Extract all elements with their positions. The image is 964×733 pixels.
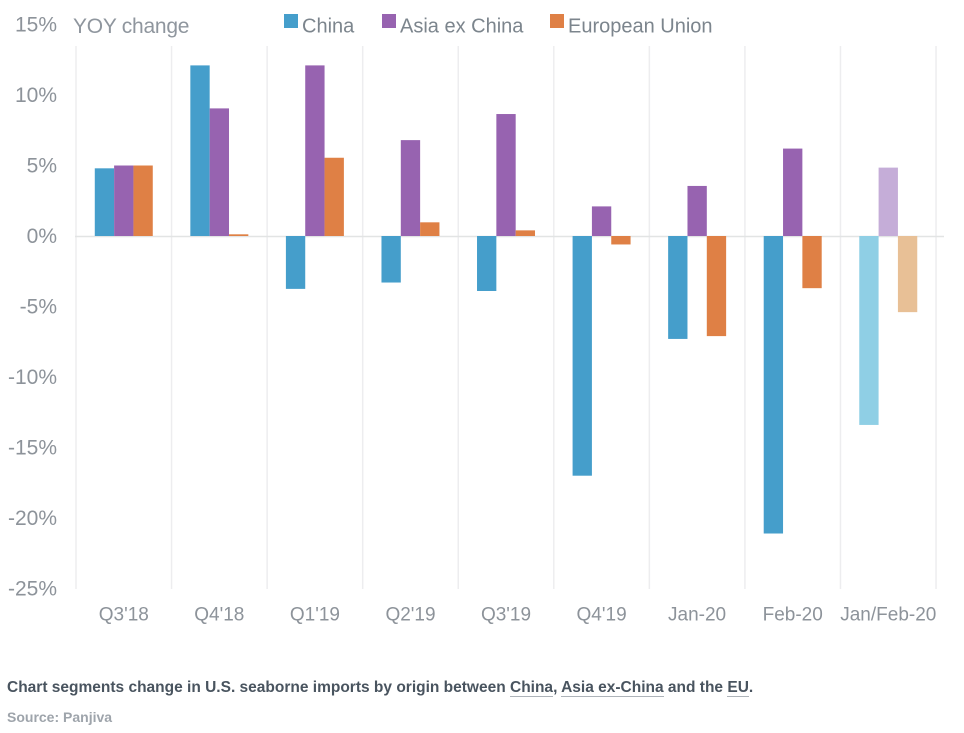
svg-text:Jan/Feb-20: Jan/Feb-20 xyxy=(840,605,936,626)
svg-text:-5%: -5% xyxy=(20,295,57,318)
svg-text:YOY change: YOY change xyxy=(73,15,189,38)
svg-text:Q4'18: Q4'18 xyxy=(194,605,244,626)
svg-text:15%: 15% xyxy=(15,13,57,36)
svg-text:Q2'19: Q2'19 xyxy=(385,605,435,626)
svg-text:Feb-20: Feb-20 xyxy=(763,605,823,626)
svg-text:Q1'19: Q1'19 xyxy=(290,605,340,626)
svg-text:Q3'19: Q3'19 xyxy=(481,605,531,626)
svg-text:Q4'19: Q4'19 xyxy=(577,605,627,626)
svg-text:-15%: -15% xyxy=(8,436,57,459)
svg-text:Jan-20: Jan-20 xyxy=(668,605,726,626)
svg-text:5%: 5% xyxy=(27,154,57,177)
svg-text:Q3'18: Q3'18 xyxy=(99,605,149,626)
svg-text:10%: 10% xyxy=(15,84,57,107)
svg-text:0%: 0% xyxy=(27,225,57,248)
svg-text:European Union: European Union xyxy=(568,16,713,38)
svg-text:-20%: -20% xyxy=(8,507,57,530)
svg-text:China: China xyxy=(302,16,355,38)
svg-text:Asia ex China: Asia ex China xyxy=(400,16,524,38)
svg-text:-10%: -10% xyxy=(8,366,57,389)
svg-text:-25%: -25% xyxy=(8,577,57,600)
